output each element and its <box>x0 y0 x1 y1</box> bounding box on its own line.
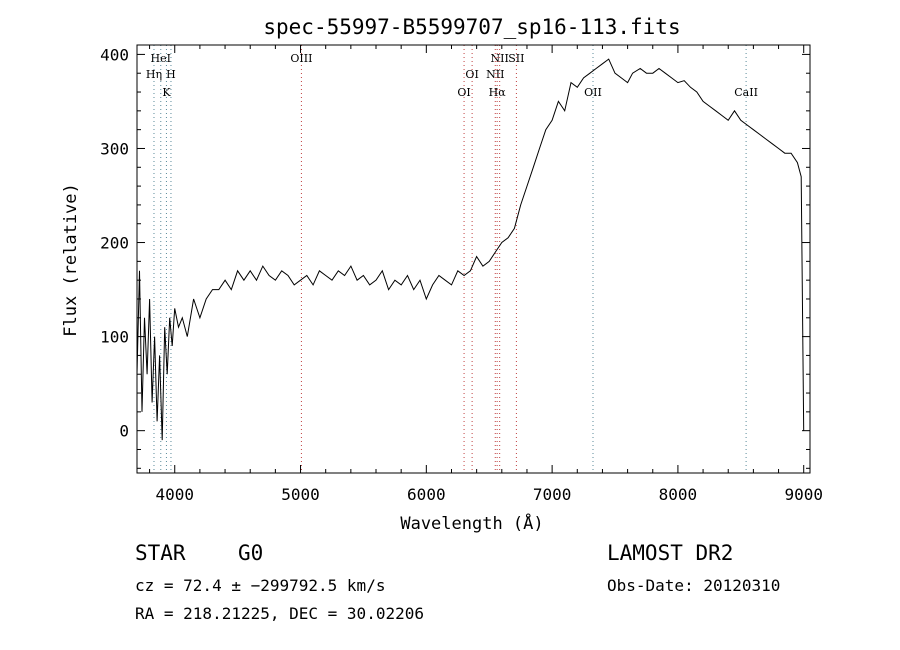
spectrum-line-0 <box>136 58 805 441</box>
marker-label-4: OIII <box>290 52 312 65</box>
chart-title: spec-55997-B5599707_sp16-113.fits <box>263 15 680 39</box>
observation-date: Obs-Date: 20120310 <box>607 576 781 595</box>
y-tick-label-1: 100 <box>100 328 129 347</box>
y-axis: 0 100 200 300 400 <box>100 45 810 469</box>
marker-label-12: CaII <box>734 86 758 99</box>
marker-label-9: NII <box>486 68 504 81</box>
y-axis-label: Flux (relative) <box>61 183 81 337</box>
marker-label-0: HeI <box>151 52 171 65</box>
x-axis: 4000 5000 6000 7000 8000 9000 <box>149 45 823 504</box>
x-tick-label-5: 9000 <box>784 485 823 504</box>
redshift-readout: cz = 72.4 ± −299792.5 km/s <box>135 576 386 595</box>
y-tick-label-0: 0 <box>119 422 129 441</box>
y-tick-label-2: 200 <box>100 234 129 253</box>
x-tick-label-0: 4000 <box>155 485 194 504</box>
marker-label-8: SII <box>508 52 524 65</box>
marker-label-2: H <box>166 68 176 81</box>
marker-label-11: OII <box>584 86 602 99</box>
y-tick-label-3: 300 <box>100 139 129 158</box>
object-class: STAR <box>135 541 186 565</box>
marker-label-5: OI <box>465 68 478 81</box>
coordinates-readout: RA = 218.21225, DEC = 30.02206 <box>135 604 424 623</box>
marker-label-1: Hη <box>146 68 162 81</box>
marker-label-3: K <box>162 86 171 99</box>
object-subclass: G0 <box>238 541 264 565</box>
x-tick-label-2: 6000 <box>407 485 446 504</box>
spectrum-series <box>136 58 805 441</box>
survey-name: LAMOST DR2 <box>607 541 734 565</box>
x-tick-label-3: 7000 <box>533 485 572 504</box>
marker-label-7: NII <box>491 52 509 65</box>
plot-frame <box>136 44 811 474</box>
x-tick-label-1: 5000 <box>281 485 320 504</box>
marker-label-6: OI <box>457 86 470 99</box>
x-axis-label: Wavelength (Å) <box>400 512 543 534</box>
marker-label-10: Hα <box>489 86 507 99</box>
x-tick-label-4: 8000 <box>659 485 698 504</box>
y-tick-label-4: 400 <box>100 45 129 64</box>
